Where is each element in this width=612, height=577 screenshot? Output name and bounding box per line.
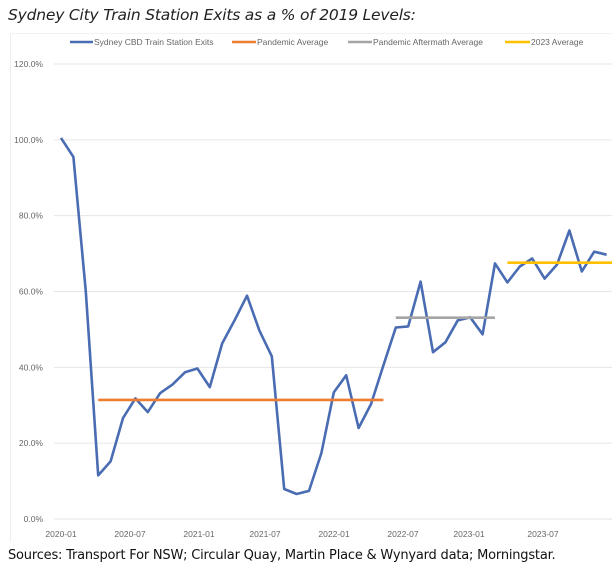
x-tick-label: 2022-01 — [318, 529, 349, 539]
legend-2023-average-label: 2023 Average — [531, 37, 584, 47]
y-tick-label: 100.0% — [14, 135, 43, 145]
x-tick-label: 2020-07 — [114, 529, 145, 539]
y-tick-label: 80.0% — [19, 211, 44, 221]
x-tick-label: 2020-01 — [45, 529, 76, 539]
legend-pandemic-average-label: Pandemic Average — [257, 37, 328, 47]
y-tick-label: 120.0% — [14, 59, 43, 69]
series-line-sydney-cbd-exits — [59, 137, 607, 496]
x-tick-label: 2022-07 — [387, 529, 418, 539]
chart-area-border — [10, 33, 612, 542]
line-chart: 0.0% 20.0% 40.0% 60.0% 80.0% 100.0% 120.0% 2020… — [14, 37, 612, 539]
y-tick-label: 40.0% — [19, 362, 44, 372]
x-tick-label: 2023-01 — [453, 529, 484, 539]
chart-title: Sydney City Train Station Exits as a % o… — [8, 6, 416, 24]
y-tick-label: 0.0% — [24, 514, 44, 524]
legend-sydney-cbd-exits-label: Sydney CBD Train Station Exits — [94, 37, 214, 47]
y-tick-label: 60.0% — [19, 287, 44, 297]
x-tick-label: 2021-01 — [183, 529, 214, 539]
x-tick-label: 2021-07 — [249, 529, 280, 539]
legend-pandemic-aftermath-average-label: Pandemic Aftermath Average — [373, 37, 483, 47]
y-tick-label: 20.0% — [19, 438, 44, 448]
source-note: Sources: Transport For NSW; Circular Qua… — [8, 548, 556, 563]
x-tick-label: 2023-07 — [527, 529, 558, 539]
